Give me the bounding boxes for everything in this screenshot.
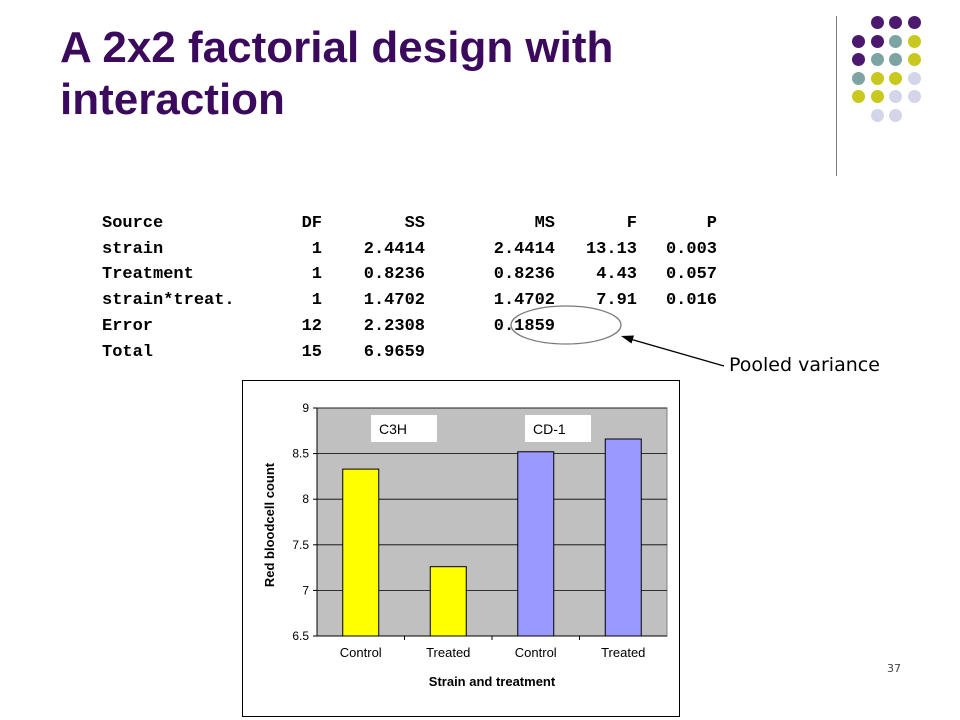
group-label: C3H — [379, 421, 407, 437]
callout-arrow-line — [629, 338, 725, 367]
bar — [517, 451, 555, 637]
anova-row: Error 12 2.2308 0.1859 — [102, 314, 717, 340]
anova-cell: 2.4414 — [363, 239, 425, 259]
y-tick-label: 9 — [302, 401, 309, 415]
anova-cell: 12 — [301, 316, 322, 336]
anova-cell: 0.003 — [665, 239, 717, 259]
anova-header-cell: Source — [102, 214, 164, 233]
decorative-dot — [907, 34, 921, 48]
decorative-dot — [852, 34, 865, 48]
y-tick-label: 7 — [302, 583, 309, 597]
page-number: 37 — [887, 662, 901, 675]
anova-cell: 0.016 — [665, 291, 717, 311]
decorative-dot — [870, 34, 884, 48]
anova-cell: 1 — [311, 291, 322, 311]
pooled-variance-label: Pooled variance — [729, 354, 880, 376]
anova-cell: Total — [102, 342, 154, 362]
error-ms-highlight-ellipse — [510, 305, 622, 345]
anova-cell: Error — [102, 316, 154, 336]
anova-header-cell: F — [626, 214, 637, 233]
anova-header-cell: DF — [301, 214, 322, 233]
anova-cell: 15 — [301, 342, 322, 362]
decorative-dot — [870, 108, 884, 122]
x-tick-label: Control — [340, 645, 382, 660]
decorative-dot — [889, 16, 902, 29]
anova-cell: 4.43 — [596, 265, 637, 285]
anova-header-cell: MS — [534, 214, 555, 233]
anova-cell: 0.8236 — [493, 265, 555, 285]
anova-cell: 1.4702 — [363, 291, 425, 311]
anova-header-cell: SS — [404, 214, 425, 233]
decorative-dot — [852, 53, 865, 66]
bar — [342, 468, 380, 637]
group-label-box — [525, 415, 591, 442]
bar-chart: 6.5 7 7.5 8 8.5 9 Control Treated Control Treated… — [262, 401, 668, 689]
anova-cell: 2.4414 — [493, 239, 555, 259]
decorative-dot — [889, 53, 902, 66]
anova-header-row: Source DF SS MS F P — [102, 211, 717, 237]
anova-row: Treatment 1 0.8236 0.8236 4.43 0.057 — [102, 262, 717, 288]
anova-cell: 2.2308 — [363, 316, 425, 336]
anova-cell: 13.13 — [585, 239, 637, 259]
decorative-dot — [870, 71, 884, 85]
decorative-dot — [852, 90, 865, 103]
anova-cell: strain*treat. — [102, 291, 235, 311]
y-tick-label: 7.5 — [292, 538, 309, 552]
decorative-dot — [907, 16, 921, 29]
decorative-dot — [907, 53, 921, 66]
group-label-box — [371, 415, 437, 442]
group-label: CD-1 — [533, 421, 566, 437]
anova-row: strain 1 2.4414 2.4414 13.13 0.003 — [102, 237, 717, 263]
decorative-dot — [889, 108, 902, 122]
x-tick-label: Control — [515, 645, 557, 660]
anova-cell: 6.9659 — [363, 342, 425, 362]
anova-cell: 0.1859 — [493, 316, 555, 336]
decorative-dot — [907, 90, 921, 103]
y-tick-label: 6.5 — [292, 629, 309, 643]
decorative-dot — [889, 90, 902, 103]
callout-arrowhead — [621, 335, 634, 344]
y-tick-label: 8 — [302, 492, 309, 506]
anova-cell: 0.8236 — [363, 265, 425, 285]
y-axis-title: Red bloodcell count — [262, 462, 277, 587]
anova-cell: 0.057 — [665, 265, 717, 285]
decorative-dot — [907, 71, 921, 85]
bar — [429, 566, 467, 637]
bar — [604, 438, 642, 637]
anova-cell: strain — [102, 239, 164, 259]
slide-title: A 2x2 factorial design with interaction — [60, 23, 614, 124]
anova-row: Total 15 6.9659 — [102, 340, 717, 366]
anova-header-cell: P — [706, 214, 717, 233]
decorative-dot — [889, 71, 902, 85]
y-tick-label: 8.5 — [292, 447, 309, 461]
decorative-dot — [889, 34, 902, 48]
x-tick-label: Treated — [601, 645, 645, 660]
x-tick-label: Treated — [426, 645, 470, 660]
decorative-dot — [852, 71, 865, 85]
anova-cell: 1.4702 — [493, 291, 555, 311]
anova-cell: 1 — [311, 239, 322, 259]
anova-cell: 1 — [311, 265, 322, 285]
x-axis-title: Strain and treatment — [429, 674, 556, 689]
decorative-dot — [870, 90, 884, 103]
title-divider-line — [836, 16, 837, 176]
anova-cell: 7.91 — [596, 291, 637, 311]
chart-frame: 6.5 7 7.5 8 8.5 9 Control Treated Control Treated… — [242, 380, 680, 717]
anova-cell: Treatment — [102, 265, 194, 285]
decorative-dot — [870, 53, 884, 66]
anova-row: strain*treat. 1 1.4702 1.4702 7.91 0.016 — [102, 288, 717, 314]
decorative-dot — [870, 16, 884, 29]
